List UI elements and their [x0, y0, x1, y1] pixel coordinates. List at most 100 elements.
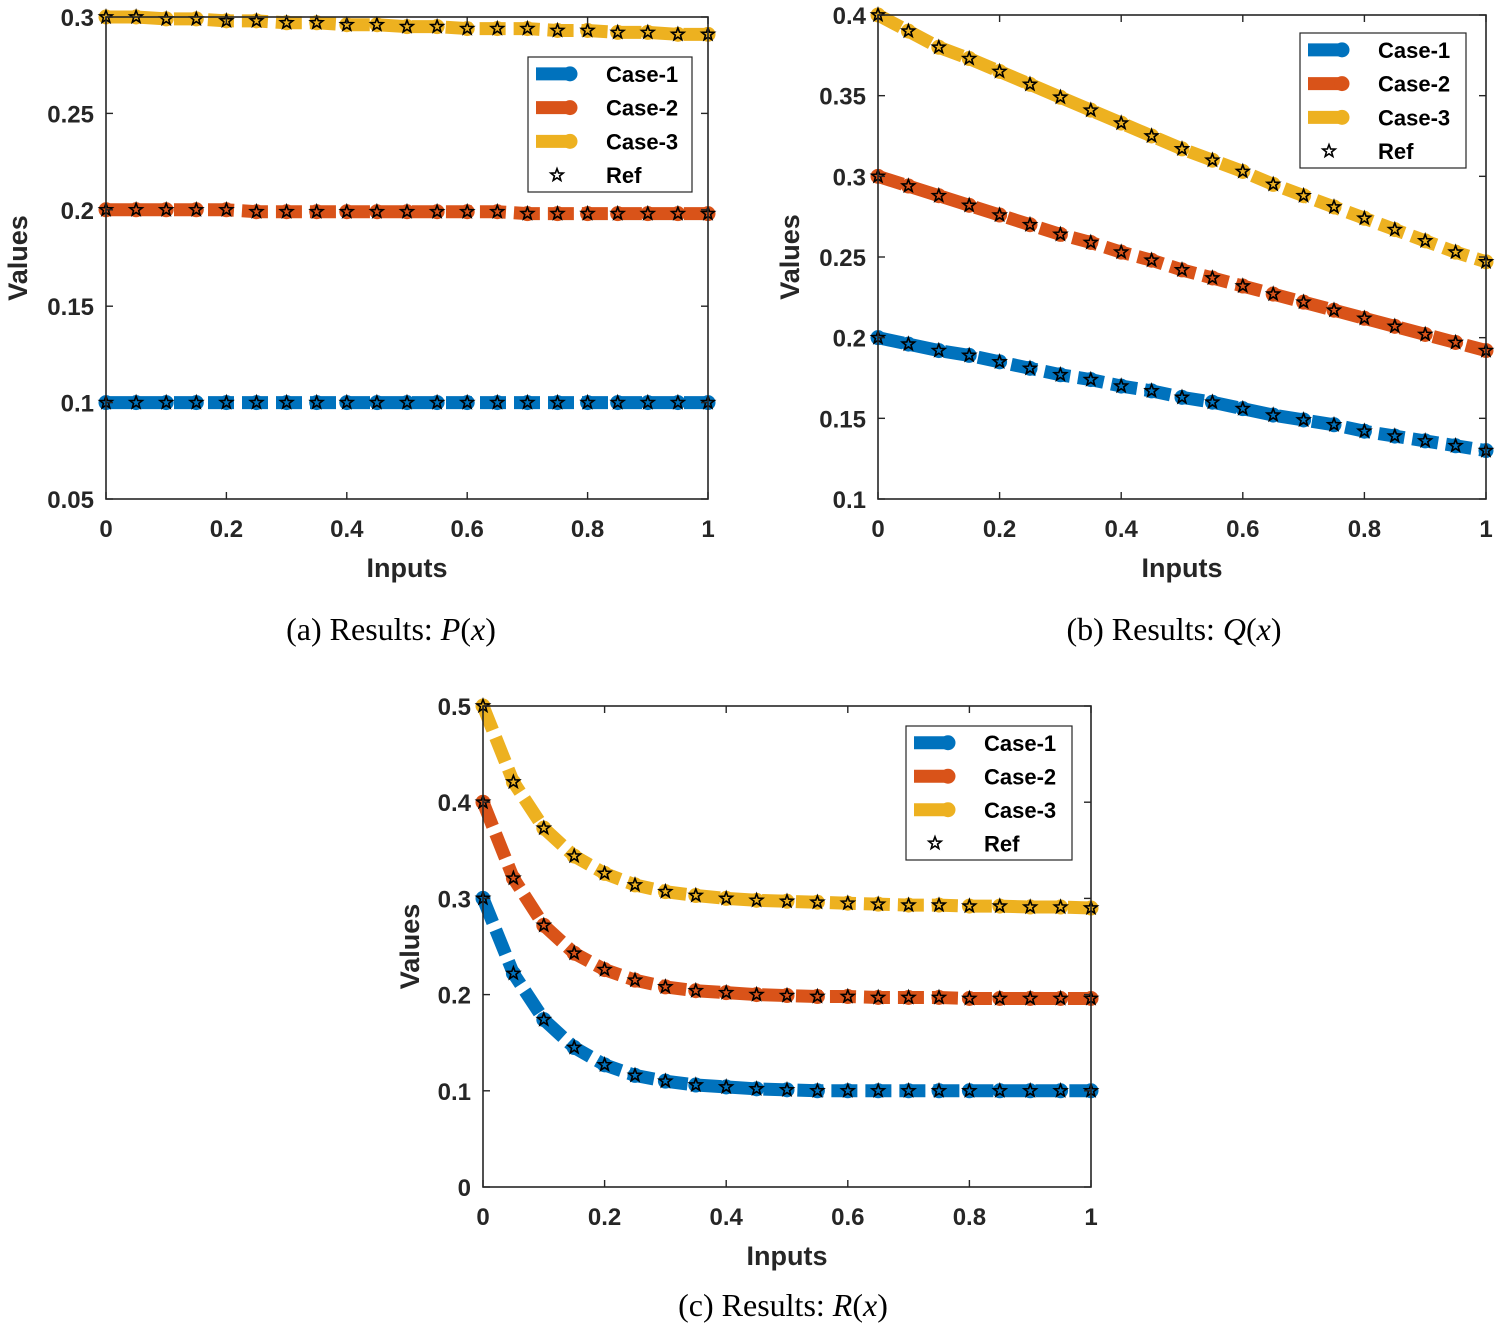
- series-line-2: [106, 203, 708, 221]
- ref-star-marker: [609, 204, 627, 221]
- ref-star-marker: [1021, 215, 1039, 232]
- legend-label: Case-2: [606, 96, 678, 121]
- ref-star-marker: [1325, 301, 1343, 318]
- caption-argument: x: [862, 1287, 877, 1323]
- ref-star-marker: [1052, 989, 1069, 1006]
- ref-star-marker: [1234, 277, 1252, 294]
- ref-star-marker: [505, 773, 522, 790]
- ref-star-marker: [596, 1056, 613, 1072]
- legend-swatch-marker: [562, 100, 578, 116]
- x-tick-label: 1: [1479, 516, 1492, 543]
- y-tick-label: 0.3: [833, 164, 866, 191]
- ref-star-marker: [1234, 399, 1252, 416]
- legend-swatch-marker: [1334, 42, 1350, 58]
- ref-star-marker: [687, 981, 705, 998]
- ref-star-marker: [308, 13, 326, 30]
- ref-star-marker: [1356, 422, 1373, 439]
- x-tick-label: 0.4: [1105, 516, 1139, 543]
- ref-star-marker: [960, 196, 978, 213]
- y-axis-label: Values: [775, 214, 805, 300]
- ref-star-marker: [488, 202, 506, 219]
- ref-star-marker: [1112, 377, 1130, 394]
- ref-star-marker: [1052, 225, 1069, 242]
- ref-star-marker: [1082, 101, 1100, 118]
- ref-star-marker: [1325, 198, 1343, 215]
- legend-label: Case-1: [1378, 38, 1450, 63]
- ref-star-marker: [1173, 261, 1191, 278]
- ref-star-marker: [248, 12, 265, 28]
- ref-star-marker: [1295, 186, 1312, 203]
- ref-star-marker: [187, 200, 205, 217]
- ref-star-marker: [1416, 325, 1434, 342]
- legend-label: Case-3: [606, 129, 678, 154]
- ref-star-marker: [639, 393, 657, 410]
- ref-star-marker: [535, 916, 553, 933]
- ref-star-marker: [991, 62, 1008, 79]
- ref-star-marker: [900, 22, 917, 39]
- ref-star-marker: [428, 17, 446, 34]
- ref-star-marker: [657, 882, 674, 899]
- ref-star-marker: [579, 204, 596, 221]
- ref-star-marker: [748, 985, 765, 1002]
- ref-star-marker: [778, 1081, 796, 1097]
- ref-star-marker: [218, 393, 235, 410]
- ref-star-marker: [368, 15, 386, 32]
- ref-star-marker: [535, 819, 553, 836]
- ref-star-marker: [1204, 269, 1221, 286]
- ref-star-marker: [1386, 427, 1404, 444]
- ref-star-marker: [961, 1081, 978, 1098]
- ref-star-marker: [809, 987, 826, 1004]
- ref-star-marker: [1447, 243, 1464, 260]
- ref-star-marker: [1264, 285, 1282, 302]
- x-tick-label: 0: [871, 516, 884, 543]
- x-tick-label: 0: [476, 1204, 489, 1231]
- ref-star-marker: [338, 202, 356, 219]
- ref-star-marker: [398, 17, 416, 34]
- ref-star-marker: [308, 393, 326, 410]
- ref-star-marker: [218, 200, 235, 217]
- y-tick-label: 0.4: [833, 3, 867, 30]
- ref-star-marker: [960, 346, 978, 363]
- ref-star-marker: [900, 177, 917, 194]
- ref-star-marker: [930, 896, 948, 913]
- ref-star-marker: [596, 960, 613, 977]
- ref-star-marker: [1416, 432, 1434, 449]
- x-tick-label: 1: [701, 516, 714, 543]
- ref-star-marker: [1021, 898, 1039, 915]
- caption-argument: x: [1256, 611, 1271, 647]
- ref-star-marker: [157, 200, 175, 217]
- legend-swatch-marker: [1334, 76, 1350, 92]
- ref-star-marker: [458, 19, 476, 36]
- ref-star-marker: [519, 19, 536, 36]
- legend-label: Ref: [606, 163, 642, 188]
- legend-ref-star: [1320, 142, 1338, 159]
- y-axis-label: Values: [395, 904, 425, 990]
- ref-star-marker: [930, 1081, 948, 1098]
- figure-caption: (c) Results: R(x): [678, 1287, 888, 1323]
- ref-star-marker: [1386, 220, 1404, 237]
- ref-star-marker: [1173, 140, 1191, 157]
- ref-star-marker: [1386, 317, 1404, 334]
- ref-star-marker: [248, 202, 265, 219]
- ref-star-marker: [869, 895, 887, 912]
- ref-star-marker: [1052, 1081, 1069, 1098]
- ref-star-marker: [428, 202, 446, 219]
- series-group: [97, 8, 717, 411]
- ref-star-marker: [505, 869, 522, 886]
- chart-c: 0 0.2 0.4 0.6 0.8 1 0 0.1 0.2 0.3 0.4 0.5 Inputs Valu…: [395, 694, 1100, 1323]
- ref-star-marker: [626, 1066, 644, 1083]
- legend: Case-1 Case-2 Case-3 Ref: [527, 56, 693, 193]
- ref-star-marker: [519, 393, 536, 410]
- ref-star-marker: [717, 889, 735, 906]
- ref-star-marker: [1447, 333, 1464, 350]
- ref-star-marker: [1204, 151, 1221, 168]
- ref-star-marker: [1356, 309, 1373, 326]
- ref-star-marker: [626, 876, 644, 893]
- ref-star-marker: [930, 988, 948, 1005]
- legend-swatch-marker: [940, 802, 956, 818]
- ref-star-marker: [609, 23, 627, 40]
- legend-label: Case-2: [984, 764, 1056, 789]
- ref-star-marker: [687, 1076, 705, 1093]
- ref-star-marker: [1264, 175, 1282, 192]
- ref-star-marker: [839, 987, 857, 1004]
